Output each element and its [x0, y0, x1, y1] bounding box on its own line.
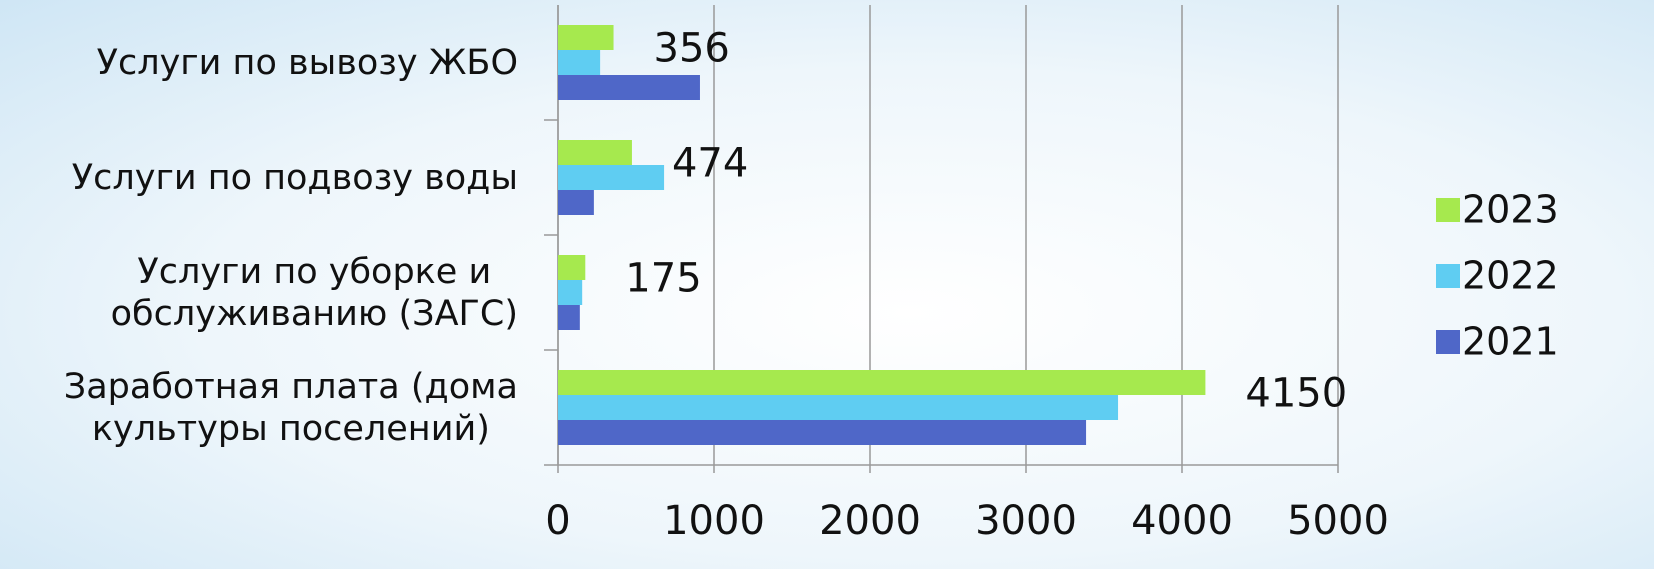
- bar: [558, 50, 601, 75]
- bar: [558, 370, 1206, 395]
- x-tick-label: 0: [545, 498, 570, 544]
- bar: [558, 395, 1119, 420]
- legend-label: 2021: [1462, 320, 1559, 364]
- x-tick-label: 1000: [663, 498, 765, 544]
- bar: [558, 140, 632, 165]
- data-label: 4150: [1245, 371, 1347, 417]
- data-label: 356: [654, 26, 730, 72]
- y-tick-label: Услуги по уборке и обслуживанию (ЗАГС): [110, 251, 518, 334]
- bar: [558, 190, 594, 215]
- bar: [558, 25, 614, 50]
- bar: [558, 280, 583, 305]
- x-tick-label: 2000: [819, 498, 921, 544]
- y-tick-label: Услуги по вывозу ЖБО: [96, 42, 518, 83]
- data-label: 175: [625, 256, 701, 302]
- data-label: 474: [672, 141, 748, 187]
- legend-label: 2022: [1462, 254, 1559, 298]
- bar: [558, 420, 1087, 445]
- y-tick-label: Услуги по подвозу воды: [71, 157, 518, 198]
- bar: [558, 75, 700, 100]
- legend-swatch: [1436, 264, 1460, 288]
- x-tick-label: 4000: [1131, 498, 1233, 544]
- legend-swatch: [1436, 330, 1460, 354]
- legend-swatch: [1436, 198, 1460, 222]
- x-tick-label: 3000: [975, 498, 1077, 544]
- bar: [558, 305, 580, 330]
- y-tick-label: Заработная плата (дома культуры поселени…: [63, 366, 518, 449]
- bar: [558, 165, 665, 190]
- bar: [558, 255, 586, 280]
- legend-label: 2023: [1462, 188, 1559, 232]
- x-tick-label: 5000: [1287, 498, 1389, 544]
